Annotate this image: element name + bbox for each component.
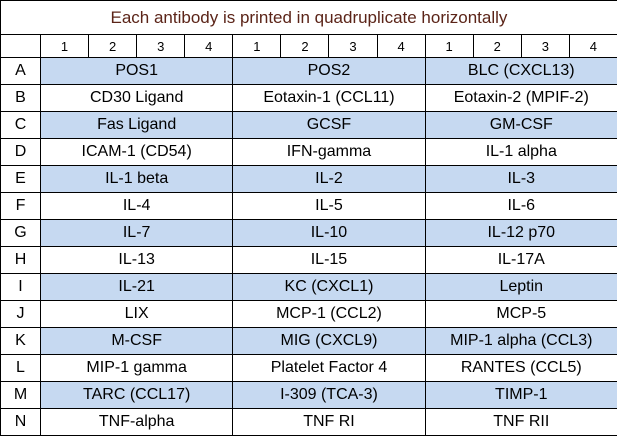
antibody-cell: IL-4 xyxy=(39,192,234,220)
column-number: 3 xyxy=(136,34,186,58)
antibody-cell: ICAM-1 (CD54) xyxy=(39,138,234,166)
antibody-cell: M-CSF xyxy=(39,327,234,355)
row: C Fas Ligand GCSF GM-CSF xyxy=(0,111,617,139)
antibody-cell: GCSF xyxy=(232,111,426,139)
antibody-cell: IL-21 xyxy=(39,273,234,301)
row: A POS1 POS2 BLC (CXCL13) xyxy=(0,57,617,85)
column-number: 2 xyxy=(280,34,330,58)
row: J LIX MCP-1 (CCL2) MCP-5 xyxy=(0,300,617,328)
antibody-cell: TNF-alpha xyxy=(39,408,234,436)
column-number: 1 xyxy=(39,34,90,58)
row-label: G xyxy=(0,219,41,247)
row-label: J xyxy=(0,300,41,328)
antibody-cell: Platelet Factor 4 xyxy=(232,354,426,382)
antibody-cell: BLC (CXCL13) xyxy=(424,57,617,85)
antibody-cell: IL-1 alpha xyxy=(424,138,617,166)
row-label: D xyxy=(0,138,41,166)
row: D ICAM-1 (CD54) IFN-gamma IL-1 alpha xyxy=(0,138,617,166)
antibody-cell: POS2 xyxy=(232,57,426,85)
row-label: N xyxy=(0,408,41,436)
column-number: 1 xyxy=(424,34,474,58)
row-label: M xyxy=(0,381,41,409)
column-number: 4 xyxy=(376,34,426,58)
antibody-cell: MIP-1 gamma xyxy=(39,354,234,382)
row: G IL-7 IL-10 IL-12 p70 xyxy=(0,219,617,247)
antibody-cell: IL-12 p70 xyxy=(424,219,617,247)
antibody-cell: IL-7 xyxy=(39,219,234,247)
row: Each antibody is printed in quadruplicat… xyxy=(0,0,617,35)
row: F IL-4 IL-5 IL-6 xyxy=(0,192,617,220)
row: K M-CSF MIG (CXCL9) MIP-1 alpha (CCL3) xyxy=(0,327,617,355)
row: N TNF-alpha TNF RI TNF RII xyxy=(0,408,617,436)
antibody-cell: KC (CXCL1) xyxy=(232,273,426,301)
row-label: H xyxy=(0,246,41,274)
antibody-cell: MCP-1 (CCL2) xyxy=(232,300,426,328)
row-label: K xyxy=(0,327,41,355)
column-number: 2 xyxy=(88,34,138,58)
column-number: 3 xyxy=(520,34,570,58)
column-number: 4 xyxy=(568,34,617,58)
row-label: B xyxy=(0,84,41,112)
column-number: 2 xyxy=(472,34,522,58)
title: Each antibody is printed in quadruplicat… xyxy=(0,0,617,35)
row: I IL-21 KC (CXCL1) Leptin xyxy=(0,273,617,301)
antibody-cell: MCP-5 xyxy=(424,300,617,328)
antibody-cell: IL-5 xyxy=(232,192,426,220)
antibody-cell: IL-6 xyxy=(424,192,617,220)
antibody-cell: MIP-1 alpha (CCL3) xyxy=(424,327,617,355)
antibody-cell: CD30 Ligand xyxy=(39,84,234,112)
antibody-cell: TIMP-1 xyxy=(424,381,617,409)
antibody-cell: TARC (CCL17) xyxy=(39,381,234,409)
row-label: A xyxy=(0,57,41,85)
antibody-cell: IL-2 xyxy=(232,165,426,193)
antibody-cell: MIG (CXCL9) xyxy=(232,327,426,355)
antibody-cell: IL-13 xyxy=(39,246,234,274)
corner xyxy=(0,34,41,58)
antibody-cell: IL-15 xyxy=(232,246,426,274)
row: H IL-13 IL-15 IL-17A xyxy=(0,246,617,274)
column-number: 4 xyxy=(184,34,234,58)
column-number: 3 xyxy=(328,34,378,58)
row-label: F xyxy=(0,192,41,220)
row: L MIP-1 gamma Platelet Factor 4 RANTES (CCL… xyxy=(0,354,617,382)
antibody-cell: TNF RI xyxy=(232,408,426,436)
row: E IL-1 beta IL-2 IL-3 xyxy=(0,165,617,193)
antibody-cell: IL-3 xyxy=(424,165,617,193)
antibody-cell: Eotaxin-1 (CCL11) xyxy=(232,84,426,112)
antibody-cell: Leptin xyxy=(424,273,617,301)
antibody-cell: IFN-gamma xyxy=(232,138,426,166)
antibody-cell: POS1 xyxy=(39,57,234,85)
antibody-cell: IL-1 beta xyxy=(39,165,234,193)
column-number: 1 xyxy=(232,34,282,58)
antibody-cell: I-309 (TCA-3) xyxy=(232,381,426,409)
antibody-cell: RANTES (CCL5) xyxy=(424,354,617,382)
antibody-cell: IL-10 xyxy=(232,219,426,247)
row: M TARC (CCL17) I-309 (TCA-3) TIMP-1 xyxy=(0,381,617,409)
row-label: L xyxy=(0,354,41,382)
antibody-cell: Fas Ligand xyxy=(39,111,234,139)
antibody-cell: LIX xyxy=(39,300,234,328)
row-label: E xyxy=(0,165,41,193)
row-label: C xyxy=(0,111,41,139)
antibody-cell: IL-17A xyxy=(424,246,617,274)
row: B CD30 Ligand Eotaxin-1 (CCL11) Eotaxin-2 (… xyxy=(0,84,617,112)
antibody-cell: GM-CSF xyxy=(424,111,617,139)
antibody-cell: TNF RII xyxy=(424,408,617,436)
antibody-cell: Eotaxin-2 (MPIF-2) xyxy=(424,84,617,112)
row-label: I xyxy=(0,273,41,301)
